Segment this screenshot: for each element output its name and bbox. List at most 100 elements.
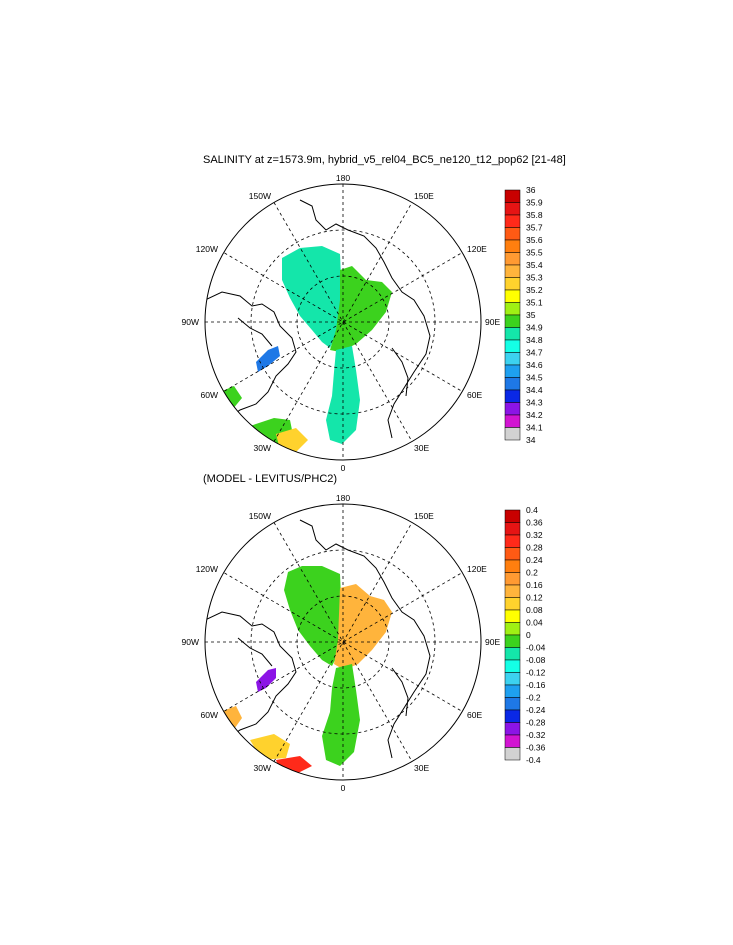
colorbar-tick-label: -0.12 bbox=[526, 668, 546, 678]
colorbar-tick-label: 34 bbox=[526, 435, 536, 445]
colorbar-swatch bbox=[504, 672, 521, 686]
colorbar-swatch bbox=[504, 709, 521, 723]
colorbar-swatch bbox=[504, 597, 521, 611]
colorbar-tick-label: 0.16 bbox=[526, 580, 543, 590]
colorbar-swatch bbox=[504, 697, 521, 711]
colorbar-tick-label: -0.36 bbox=[526, 743, 546, 753]
colorbar-tick-label: 35.9 bbox=[526, 198, 543, 208]
colorbar-swatch bbox=[504, 509, 521, 523]
colorbar-swatch bbox=[504, 302, 521, 316]
lon-label: 120E bbox=[467, 244, 487, 254]
colorbar-swatch bbox=[504, 402, 521, 416]
lon-label: 0 bbox=[341, 783, 346, 793]
colorbar-swatch bbox=[504, 659, 521, 673]
colorbar-swatch bbox=[504, 572, 521, 586]
colorbar-tick-label: -0.2 bbox=[526, 693, 541, 703]
lon-label: 120W bbox=[196, 564, 218, 574]
colorbar-swatch bbox=[504, 289, 521, 303]
colorbar-tick-label: 34.5 bbox=[526, 373, 543, 383]
map-panel-difference: 180 150E 120E 90E 60E 30E 0 30W 60W 90W … bbox=[182, 493, 546, 793]
colorbar-tick-label: 0.28 bbox=[526, 543, 543, 553]
colorbar-swatch bbox=[504, 214, 521, 228]
lon-label: 150E bbox=[414, 511, 434, 521]
colorbar-tick-label: 0 bbox=[526, 630, 531, 640]
colorbar-tick-label: 35.2 bbox=[526, 285, 543, 295]
colorbar-tick-label: 0.08 bbox=[526, 605, 543, 615]
colorbar-swatch bbox=[504, 264, 521, 278]
colorbar-tick-label: 34.8 bbox=[526, 335, 543, 345]
map-boundary-circle bbox=[204, 503, 482, 781]
colorbar-swatch bbox=[504, 622, 521, 636]
colorbar-tick-label: -0.04 bbox=[526, 643, 546, 653]
colorbar-tick-label: -0.08 bbox=[526, 655, 546, 665]
colorbar-swatch bbox=[504, 634, 521, 648]
colorbar-swatch bbox=[504, 547, 521, 561]
colorbar-tick-label: 0.24 bbox=[526, 555, 543, 565]
graticule-lines bbox=[205, 184, 481, 460]
colorbar-tick-label: -0.16 bbox=[526, 680, 546, 690]
colorbar-tick-label: 34.6 bbox=[526, 360, 543, 370]
colorbar-swatch bbox=[504, 522, 521, 536]
map-fill-difference bbox=[205, 519, 431, 774]
colorbar-swatch bbox=[504, 389, 521, 403]
colorbar-difference: 0.4 0.36 0.32 0.28 0.24 0.2 0.16 0.12 0.08 0.04 0 -… bbox=[504, 505, 546, 765]
colorbar-swatch bbox=[504, 647, 521, 661]
lon-label: 30E bbox=[414, 763, 429, 773]
lon-label: 60W bbox=[201, 390, 218, 400]
colorbar-tick-label: 35.3 bbox=[526, 273, 543, 283]
colorbar-swatch bbox=[504, 414, 521, 428]
map-fill-salinity bbox=[205, 199, 431, 452]
lon-label: 60E bbox=[467, 710, 482, 720]
colorbar-tick-label: 35.1 bbox=[526, 298, 543, 308]
colorbar-tick-label: 34.4 bbox=[526, 385, 543, 395]
colorbar-swatch bbox=[504, 202, 521, 216]
lon-label: 150W bbox=[249, 511, 271, 521]
map-panel-salinity: 180 150E 120E 90E 60E 30E 0 30W 60W 90W … bbox=[182, 173, 543, 473]
colorbar-swatch bbox=[504, 377, 521, 391]
colorbar-swatch bbox=[504, 684, 521, 698]
colorbar-swatch bbox=[504, 227, 521, 241]
colorbar-tick-label: 35.5 bbox=[526, 248, 543, 258]
lon-label: 30W bbox=[254, 763, 271, 773]
colorbar-tick-label: 36 bbox=[526, 185, 536, 195]
graticule-lines bbox=[205, 504, 481, 780]
longitude-labels-salinity: 180 150E 120E 90E 60E 30E 0 30W 60W 90W … bbox=[182, 173, 501, 473]
lon-label: 90W bbox=[182, 317, 199, 327]
colorbar-swatch bbox=[504, 239, 521, 253]
colorbar-swatch bbox=[504, 559, 521, 573]
lon-label: 30W bbox=[254, 443, 271, 453]
colorbar-swatch bbox=[504, 327, 521, 341]
colorbar-tick-label: -0.32 bbox=[526, 730, 546, 740]
colorbar-swatch bbox=[504, 734, 521, 748]
colorbar-tick-label: 35.7 bbox=[526, 223, 543, 233]
colorbar-tick-label: 0.2 bbox=[526, 568, 538, 578]
colorbar-tick-label: 0.12 bbox=[526, 593, 543, 603]
longitude-labels-difference: 180 150E 120E 90E 60E 30E 0 30W 60W 90W … bbox=[182, 493, 501, 793]
lon-label: 180 bbox=[336, 493, 350, 503]
colorbar-tick-label: -0.4 bbox=[526, 755, 541, 765]
colorbar-swatch bbox=[504, 314, 521, 328]
colorbar-tick-label: 35 bbox=[526, 310, 536, 320]
colorbar-tick-label: 0.32 bbox=[526, 530, 543, 540]
colorbar-tick-label: 0.4 bbox=[526, 505, 538, 515]
lon-label: 30E bbox=[414, 443, 429, 453]
colorbar-tick-label: 34.9 bbox=[526, 323, 543, 333]
lon-label: 90E bbox=[485, 317, 500, 327]
panel-title-salinity: SALINITY at z=1573.9m, hybrid_v5_rel04_B… bbox=[203, 154, 566, 166]
lon-label: 0 bbox=[341, 463, 346, 473]
colorbar-swatch bbox=[504, 277, 521, 291]
colorbar-tick-label: 34.1 bbox=[526, 423, 543, 433]
colorbar-tick-label: 35.4 bbox=[526, 260, 543, 270]
colorbar-tick-label: 35.8 bbox=[526, 210, 543, 220]
colorbar-swatch bbox=[504, 364, 521, 378]
colorbar-swatch bbox=[504, 747, 521, 761]
colorbar-swatch bbox=[504, 427, 521, 441]
colorbar-swatch bbox=[504, 534, 521, 548]
panel-title-difference: (MODEL - LEVITUS/PHC2) bbox=[203, 473, 338, 485]
lon-label: 150E bbox=[414, 191, 434, 201]
lon-label: 90E bbox=[485, 637, 500, 647]
colorbar-swatch bbox=[504, 189, 521, 203]
colorbar-tick-label: 34.7 bbox=[526, 348, 543, 358]
colorbar-swatch bbox=[504, 252, 521, 266]
map-boundary-circle bbox=[204, 183, 482, 461]
